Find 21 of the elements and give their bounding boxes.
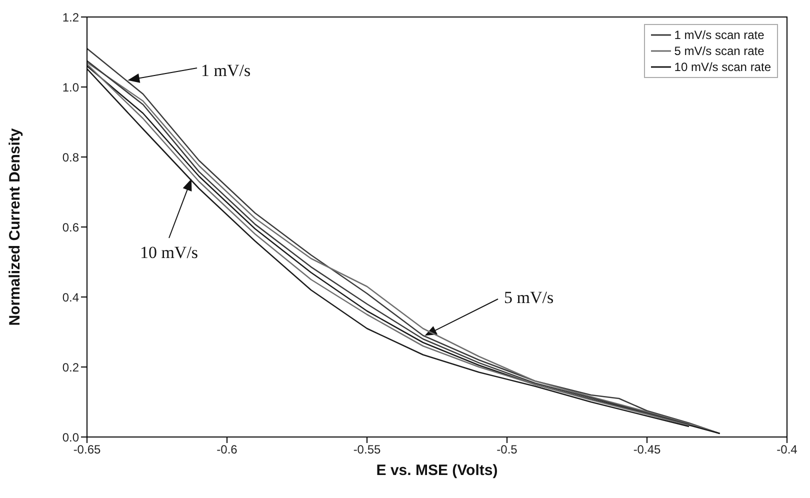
x-axis-title: E vs. MSE (Volts) xyxy=(376,462,498,479)
legend-label: 1 mV/s scan rate xyxy=(674,27,764,43)
legend-label: 5 mV/s scan rate xyxy=(674,43,764,59)
y-tick-label: 0.2 xyxy=(62,360,80,374)
x-tick-label: -0.6 xyxy=(216,442,238,457)
x-tick-label: -0.55 xyxy=(353,442,381,457)
x-tick-label: -0.45 xyxy=(633,442,661,457)
y-tick-label: 0.6 xyxy=(62,220,80,234)
x-tick-label: -0.5 xyxy=(496,442,518,457)
x-tick-label: -0.65 xyxy=(73,442,101,457)
annotation: 1 mV/s xyxy=(201,60,251,80)
annotation: 10 mV/s xyxy=(140,242,198,262)
y-tick-label: 1.0 xyxy=(62,80,80,94)
y-axis-title: Normalized Current Density xyxy=(6,128,24,326)
y-tick-label: 1.2 xyxy=(62,10,80,24)
legend-label: 10 mV/s scan rate xyxy=(674,59,771,75)
y-tick-label: 0.4 xyxy=(62,290,80,304)
annotation: 5 mV/s xyxy=(504,288,554,307)
x-tick-label: -0.4 xyxy=(776,442,798,457)
y-tick-label: 0.0 xyxy=(62,430,80,444)
y-tick-label: 0.8 xyxy=(62,150,80,164)
